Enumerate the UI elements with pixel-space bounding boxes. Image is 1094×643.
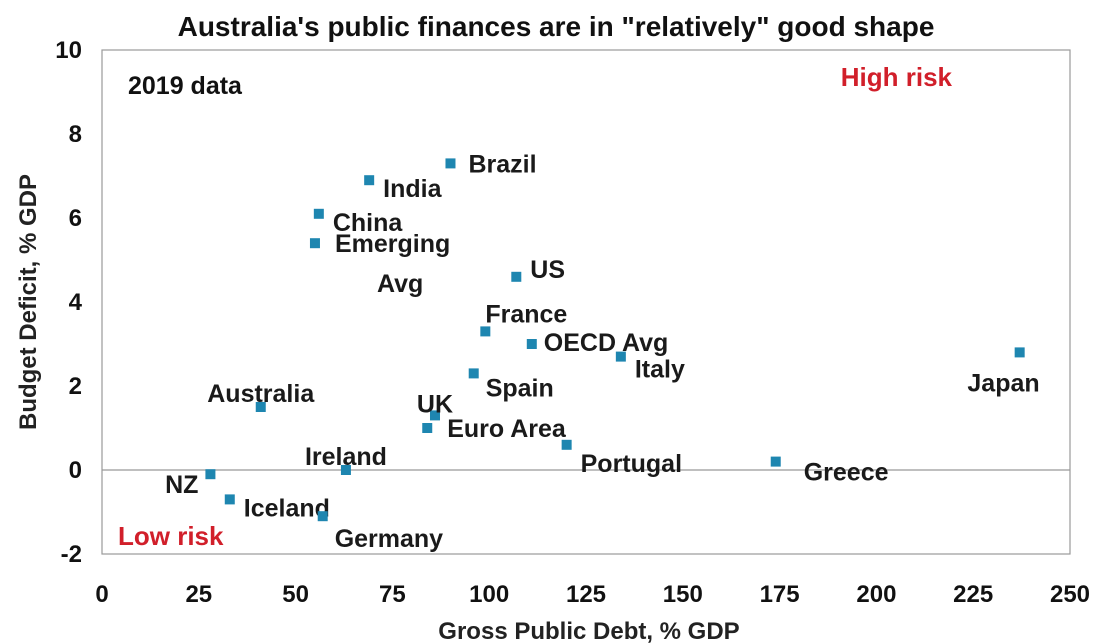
plot-area [101, 49, 1071, 555]
x-tick-label: 100 [469, 581, 509, 608]
x-tick-label: 150 [663, 581, 703, 608]
data-point-marker [615, 351, 626, 362]
data-point-label: China [333, 209, 404, 237]
y-axis: -2 0 2 4 6 8 10 [55, 37, 82, 568]
data-point-marker [340, 465, 351, 475]
data-point-marker [468, 368, 479, 379]
data-point-label: Italy [635, 356, 685, 384]
y-tick-label: 2 [69, 373, 82, 400]
data-point-marker [511, 271, 522, 282]
data-point-marker [770, 456, 781, 467]
x-tick-label: 0 [95, 581, 108, 608]
y-tick-label: 8 [69, 121, 82, 148]
data-point-label: Japan [967, 369, 1039, 397]
data-point-label: France [485, 300, 567, 328]
high-risk-label: High risk [841, 62, 953, 92]
data-point-label: Australia [207, 380, 315, 408]
data-point-marker [255, 402, 266, 412]
data-point-marker [309, 238, 320, 249]
x-axis: 0 25 50 75 100 125 150 175 200 225 250 [95, 581, 1090, 608]
x-tick-label: 225 [953, 581, 993, 608]
data-point-label: OECD Avg [544, 329, 669, 357]
data-point-label: Brazil [468, 150, 536, 178]
data-point-marker [422, 423, 433, 433]
data-point-label: US [530, 256, 565, 284]
x-tick-label: 25 [185, 581, 212, 608]
data-point-marker [445, 158, 456, 169]
data-point-label: Emerging Avg [335, 230, 450, 298]
data-point-label: NZ [165, 471, 198, 499]
data-point-marker [526, 339, 537, 349]
data-point-label: Spain [486, 374, 554, 402]
data-point-label: UK [417, 390, 453, 418]
x-tick-label: 50 [282, 581, 309, 608]
y-tick-label: 0 [69, 457, 82, 484]
data-point-marker [364, 175, 375, 186]
data-point-label: Ireland [305, 443, 387, 471]
y-tick-label: -2 [61, 541, 82, 568]
y-axis-label: Budget Deficit, % GDP [15, 174, 42, 430]
data-point-label: Greece [804, 459, 889, 487]
data-point-marker [429, 410, 440, 421]
data-point-marker [224, 494, 235, 505]
low-risk-label: Low risk [118, 521, 224, 551]
chart-title: Australia's public finances are in "rela… [178, 11, 935, 42]
data-point-marker [561, 439, 572, 450]
data-point-label: Euro Area [447, 415, 567, 443]
data-point-label: Germany [335, 525, 443, 553]
data-point-label: India [383, 175, 442, 203]
x-tick-label: 200 [856, 581, 896, 608]
x-tick-label: 250 [1050, 581, 1090, 608]
data-point-marker [317, 511, 328, 522]
x-tick-label: 125 [566, 581, 606, 608]
data-point-label: Iceland [244, 494, 330, 522]
data-point-marker [1014, 347, 1025, 358]
y-tick-label: 10 [55, 37, 82, 64]
y-tick-label: 4 [69, 289, 83, 316]
data-year-note: 2019 data [128, 72, 243, 100]
y-tick-label: 6 [69, 205, 82, 232]
data-point-marker [313, 208, 324, 219]
x-tick-label: 175 [760, 581, 800, 608]
data-point-marker [480, 326, 491, 337]
data-point-label: Portugal [581, 450, 682, 478]
data-point-marker [205, 469, 216, 480]
x-tick-label: 75 [379, 581, 406, 608]
x-axis-label: Gross Public Debt, % GDP [438, 618, 739, 643]
